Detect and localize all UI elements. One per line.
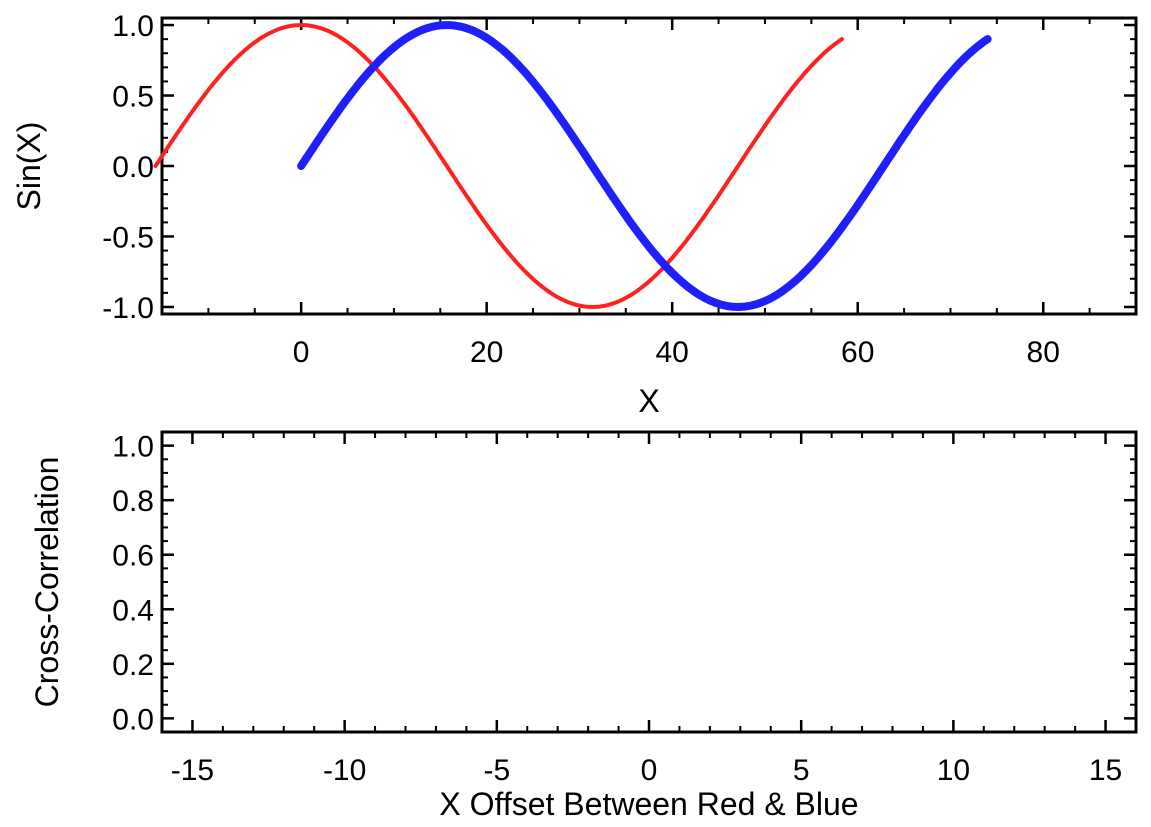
y-axis-title: Cross-Correlation — [29, 457, 65, 708]
y-tick-label: 0.8 — [112, 485, 154, 518]
y-tick-label: -0.5 — [102, 221, 154, 254]
x-axis-title: X — [638, 383, 659, 419]
x-tick-label: -15 — [171, 754, 214, 787]
x-tick-label: 60 — [841, 336, 874, 369]
y-tick-label: 0.0 — [112, 151, 154, 184]
cross-correlation-plot: -15 -10 -5 0 5 10 15 1.0 0.8 0.6 0.4 0.2 0.0 X Offset… — [29, 430, 1138, 822]
x-tick-label: -10 — [323, 754, 366, 787]
y-tick-label: 0.4 — [112, 594, 154, 627]
plot-frame — [160, 16, 1138, 316]
y-axis-title: Sin(X) — [11, 122, 47, 211]
x-tick-label: 5 — [793, 754, 810, 787]
x-tick-label: 20 — [470, 336, 503, 369]
x-tick-label: -5 — [483, 754, 510, 787]
x-tick-label: 10 — [937, 754, 970, 787]
y-tick-label: 0.2 — [112, 649, 154, 682]
x-tick-label: 40 — [656, 336, 689, 369]
y-tick-label: 1.0 — [112, 431, 154, 464]
y-tick-label: 0.0 — [112, 703, 154, 736]
x-tick-label: 15 — [1089, 754, 1122, 787]
y-tick-label: 0.5 — [112, 81, 154, 114]
x-tick-label: 0 — [293, 336, 310, 369]
x-axis-title: X Offset Between Red & Blue — [439, 786, 858, 822]
x-tick-label: 0 — [641, 754, 658, 787]
series-line — [153, 23, 844, 309]
y-tick-label: 1.0 — [112, 10, 154, 43]
y-tick-label: 0.6 — [112, 540, 154, 573]
x-tick-label: 80 — [1027, 336, 1060, 369]
series-line — [297, 21, 992, 311]
y-tick-label: -1.0 — [102, 292, 154, 325]
sine-plot: 0 20 40 60 80 1.0 0.5 0.0 -0.5 -1.0 X Sin(X) — [11, 10, 1138, 419]
plot-frame — [160, 430, 1138, 734]
